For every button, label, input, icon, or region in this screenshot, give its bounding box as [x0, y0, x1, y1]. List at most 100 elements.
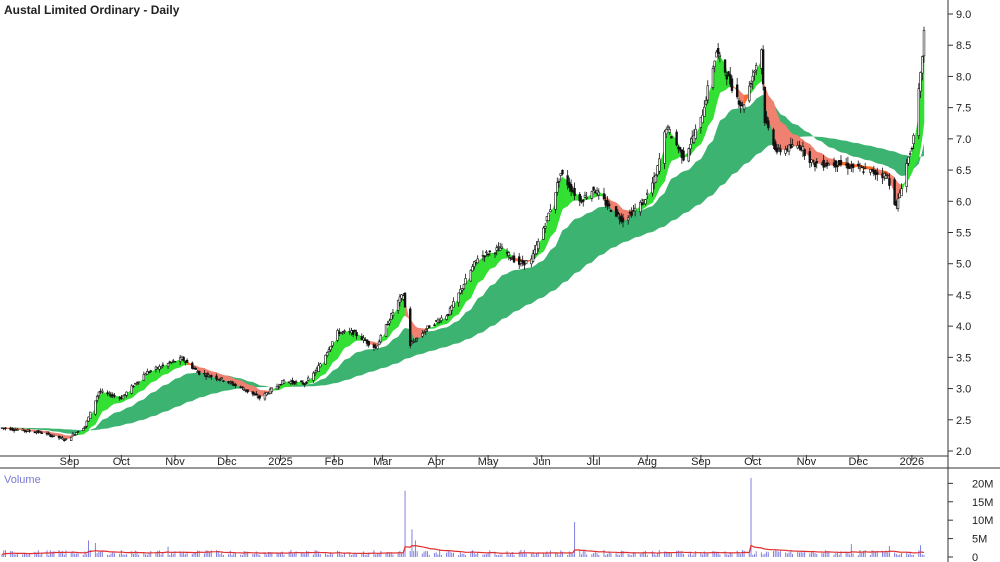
price-candle: [486, 252, 490, 257]
price-candle: [836, 165, 839, 172]
price-candle: [135, 381, 139, 386]
price-candle: [353, 329, 357, 332]
price-candle: [384, 323, 388, 338]
price-candle: [85, 420, 88, 429]
price-candle: [801, 141, 805, 158]
candle-body: [49, 434, 52, 437]
price-candle: [414, 337, 417, 343]
price-candle: [49, 433, 52, 438]
price-candle: [258, 394, 261, 401]
candle-body: [531, 253, 535, 262]
candle-body: [542, 227, 545, 240]
candle-body: [761, 49, 765, 85]
price-candle: [462, 283, 466, 291]
price-candles: [0, 26, 926, 442]
price-candle: [755, 62, 758, 76]
candle-body: [905, 163, 908, 187]
price-candle: [713, 60, 716, 73]
price-candle: [306, 375, 310, 382]
candle-body: [379, 334, 383, 343]
candle-body: [215, 375, 218, 380]
candle-body: [460, 288, 464, 291]
price-candle: [4, 427, 7, 431]
candle-body: [803, 149, 806, 157]
price-candle: [668, 126, 671, 136]
candle-body: [101, 390, 104, 393]
candle-body: [388, 320, 391, 324]
candle-body: [703, 106, 706, 117]
price-tick-label: 7.5: [956, 103, 971, 115]
price-candle: [396, 299, 400, 314]
candle-body: [452, 301, 455, 308]
price-candle: [270, 387, 274, 394]
price-candle: [241, 386, 244, 391]
price-candle: [452, 297, 455, 308]
price-candle: [725, 71, 728, 86]
candle-body: [234, 383, 237, 386]
candle-body: [488, 250, 492, 253]
candle-body: [590, 191, 594, 199]
month-tick-label: 2025: [268, 456, 292, 468]
candle-body: [730, 78, 734, 91]
candle-body: [706, 85, 709, 101]
price-candle: [765, 111, 768, 125]
candle-body: [633, 207, 637, 212]
price-candle: [706, 80, 709, 104]
candle-body: [73, 434, 76, 436]
price-candle: [149, 369, 152, 373]
candle-body: [518, 256, 521, 265]
price-candle: [682, 147, 685, 162]
price-candle: [137, 381, 140, 385]
candle-body: [279, 383, 282, 386]
price-candle: [450, 304, 453, 315]
price-candle: [312, 371, 315, 383]
price-candle: [772, 127, 775, 150]
price-candle: [326, 351, 329, 358]
price-candle: [500, 243, 504, 249]
candle-body: [111, 394, 114, 397]
candle-body: [748, 85, 751, 102]
price-candle: [687, 147, 690, 163]
candle-body: [421, 333, 424, 337]
price-candle: [870, 168, 874, 172]
candle-body: [21, 428, 24, 431]
price-candle: [495, 244, 498, 256]
price-candle: [83, 425, 87, 430]
candle-body: [689, 144, 692, 150]
candle-body: [718, 54, 722, 57]
price-tick-label: 8.5: [956, 40, 971, 52]
price-candle: [716, 43, 720, 60]
price-candle: [303, 382, 306, 388]
price-candle: [130, 384, 133, 395]
price-candle: [857, 160, 860, 170]
candle-body: [509, 257, 512, 259]
candle-body: [135, 382, 139, 385]
candle-body: [583, 194, 587, 198]
candle-body: [614, 206, 618, 217]
candle-body: [270, 387, 274, 392]
candle-body: [142, 374, 146, 381]
candle-body: [306, 377, 310, 381]
candle-body: [621, 217, 625, 223]
candle-body: [16, 429, 19, 431]
price-candle: [644, 198, 647, 206]
candle-body: [739, 102, 742, 107]
candle-body: [76, 431, 80, 433]
price-candle: [834, 160, 837, 172]
short-ma-ribbon-segment: [102, 392, 108, 412]
volume-tick-label: 20M: [972, 478, 993, 490]
candle-body: [678, 147, 682, 151]
candle-body: [476, 258, 479, 264]
price-candle: [607, 201, 611, 209]
price-candle: [751, 69, 754, 90]
price-candle: [585, 192, 588, 200]
price-candle: [812, 159, 815, 165]
price-candle: [822, 154, 825, 171]
price-candle: [900, 183, 903, 197]
candle-body: [839, 160, 843, 165]
price-tick-label: 7.0: [956, 134, 971, 146]
price-candle: [159, 365, 163, 369]
candle-body: [557, 181, 561, 183]
price-candle: [97, 391, 101, 399]
